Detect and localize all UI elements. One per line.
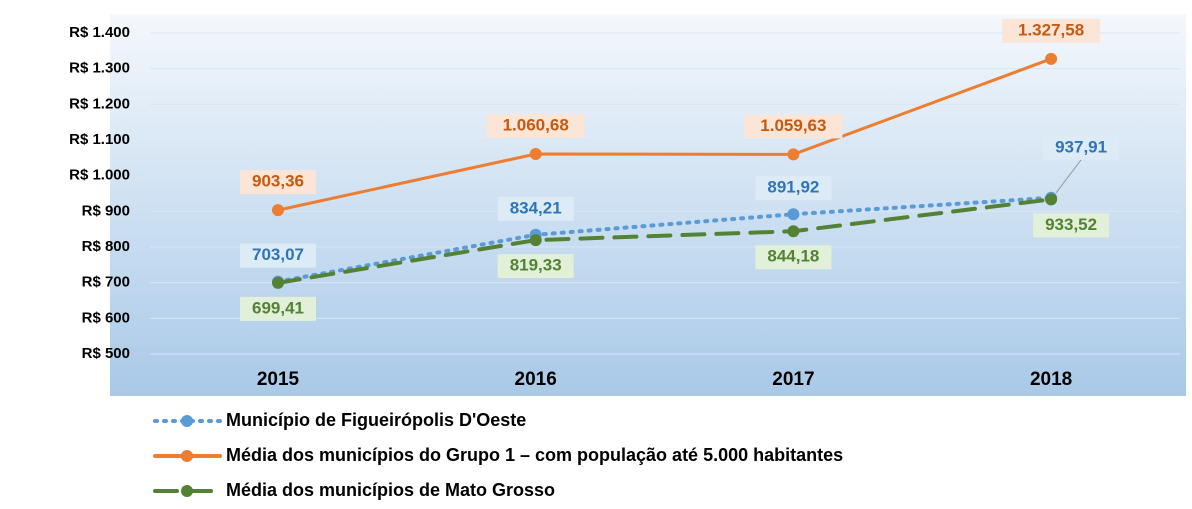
data-label: 937,91 xyxy=(1055,137,1107,156)
point xyxy=(272,276,284,289)
y-tick-label: R$ 800 xyxy=(82,238,130,255)
x-tick-label: 2015 xyxy=(257,369,300,390)
y-tick-label: R$ 600 xyxy=(82,309,130,326)
data-label: 819,33 xyxy=(510,256,562,275)
x-tick-label: 2017 xyxy=(772,369,814,390)
y-tick-label: R$ 1.400 xyxy=(69,24,130,41)
y-tick-label: R$ 700 xyxy=(82,274,130,291)
y-tick-label: R$ 1.200 xyxy=(69,95,130,112)
data-label: 703,07 xyxy=(252,245,304,264)
point xyxy=(787,208,800,221)
y-tick-label: R$ 1.100 xyxy=(69,131,130,148)
point xyxy=(1045,52,1058,65)
point xyxy=(787,148,800,161)
series-line xyxy=(276,197,1054,285)
data-label-background xyxy=(240,296,316,321)
data-label: 1.060,68 xyxy=(503,116,569,135)
series-line xyxy=(276,57,1053,212)
point xyxy=(529,148,542,161)
y-tick-label: R$ 500 xyxy=(82,345,130,362)
data-label: 933,52 xyxy=(1045,215,1097,234)
legend-marker xyxy=(181,415,193,427)
y-tick-label: R$ 1.300 xyxy=(69,60,130,77)
data-label-background xyxy=(497,254,574,279)
data-label: 903,36 xyxy=(252,172,304,191)
leader-line xyxy=(1055,159,1082,194)
data-label-background xyxy=(744,114,843,139)
y-tick-label: R$ 1.000 xyxy=(69,167,130,184)
series-line xyxy=(276,195,1054,284)
legend-label: Município de Figueirópolis D'Oeste xyxy=(226,410,526,430)
data-label-background xyxy=(755,245,832,270)
data-label: 1.327,58 xyxy=(1018,20,1084,39)
data-label-background xyxy=(240,170,316,195)
x-tick-label: 2016 xyxy=(515,369,557,390)
data-label: 834,21 xyxy=(510,198,562,217)
plot-background xyxy=(110,14,1186,396)
data-label: 1.059,63 xyxy=(760,116,826,135)
point xyxy=(787,225,800,238)
data-label-background xyxy=(1002,18,1101,43)
data-label-background xyxy=(497,196,574,221)
legend-label: Média dos municípios do Grupo 1 – com po… xyxy=(226,445,843,465)
y-tick-label: R$ 900 xyxy=(82,202,130,219)
data-label: 844,18 xyxy=(767,247,819,266)
data-label: 891,92 xyxy=(767,178,819,197)
data-label: 699,41 xyxy=(252,298,304,317)
data-label-background xyxy=(240,243,316,268)
data-label-background xyxy=(1043,135,1120,160)
legend-marker xyxy=(181,450,193,462)
legend-marker xyxy=(181,485,193,497)
point xyxy=(272,204,284,217)
data-label-background xyxy=(755,176,832,201)
data-label-background xyxy=(486,114,585,139)
data-label-background xyxy=(1033,213,1110,238)
legend-label: Média dos municípios de Mato Grosso xyxy=(226,480,555,500)
x-tick-label: 2018 xyxy=(1030,369,1072,390)
point xyxy=(1045,193,1058,206)
point xyxy=(529,234,542,247)
